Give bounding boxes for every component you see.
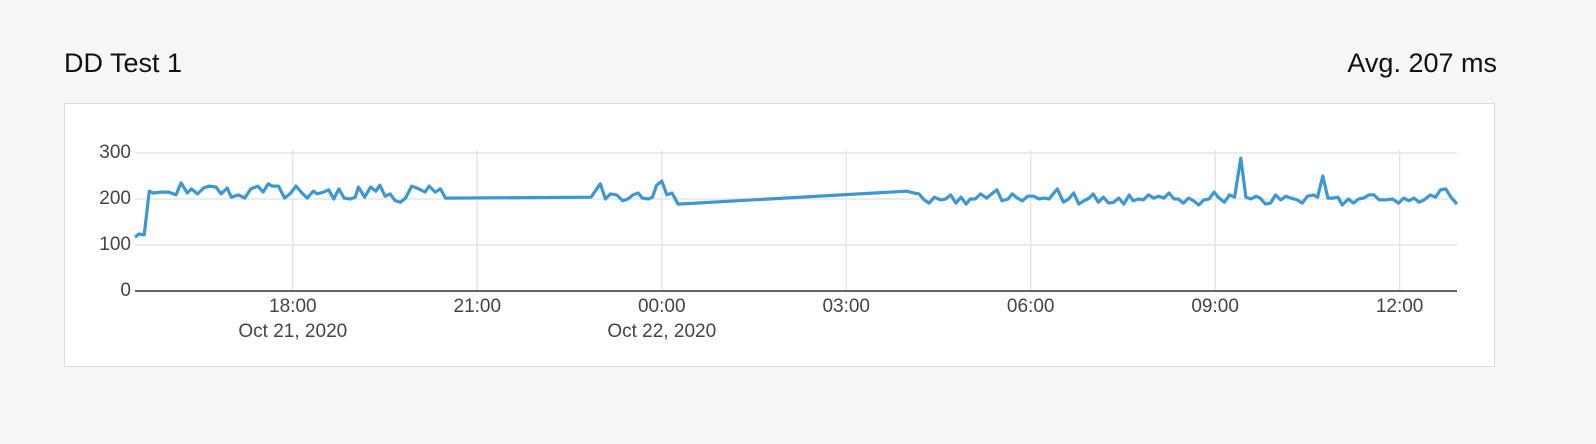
- summary: Avg. 207 ms: [1347, 48, 1497, 78]
- chart: 0 100 200 300 18:00 Oct 21, 2020 21:00 00:00 Oct…: [99, 142, 1459, 342]
- x-tick-date: Oct 21, 2020: [238, 321, 347, 342]
- x-tick-label: 21:00: [454, 296, 502, 317]
- x-tick-label: 00:00: [638, 296, 686, 317]
- x-tick-label: 18:00: [269, 296, 317, 317]
- y-tick-label: 0: [120, 280, 131, 301]
- y-tick-label: 200: [99, 188, 131, 209]
- y-tick-label: 100: [99, 234, 131, 255]
- x-tick-label: 12:00: [1376, 296, 1424, 317]
- series-line: [134, 156, 1459, 239]
- x-tick-label: 03:00: [822, 296, 870, 317]
- title: DD Test 1: [64, 48, 183, 78]
- chart-panel: 0 100 200 300 18:00 Oct 21, 2020 21:00 00:00 Oct…: [64, 103, 1495, 367]
- x-tick-date: Oct 22, 2020: [607, 321, 716, 342]
- x-tick-label: 06:00: [1007, 296, 1055, 317]
- x-tick-label: 09:00: [1191, 296, 1239, 317]
- y-tick-label: 300: [99, 142, 131, 163]
